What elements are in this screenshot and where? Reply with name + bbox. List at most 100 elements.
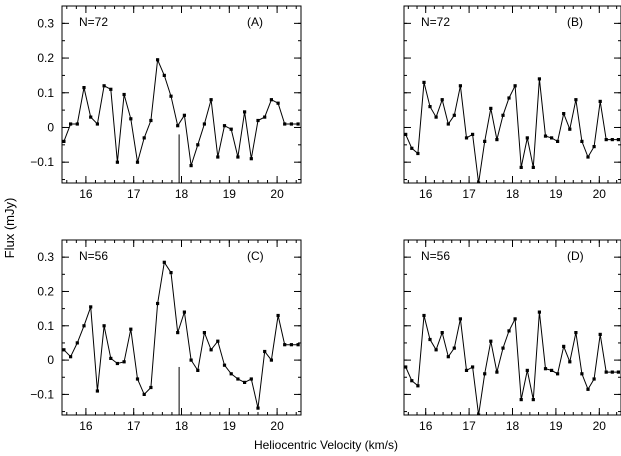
- x-tick-label: 19: [223, 187, 237, 201]
- data-point: [196, 368, 200, 372]
- data-point: [182, 310, 186, 314]
- data-point: [62, 348, 66, 352]
- data-point: [513, 84, 517, 88]
- data-point: [507, 329, 511, 333]
- x-tick-label: 17: [462, 419, 476, 433]
- data-point: [296, 122, 300, 126]
- data-point: [556, 139, 560, 143]
- panel-b-n-label: N=72: [421, 15, 450, 29]
- data-point: [142, 136, 146, 140]
- data-point: [489, 339, 493, 343]
- panel-a-series: [62, 57, 300, 183]
- data-point: [82, 324, 86, 328]
- data-point: [507, 96, 511, 100]
- y-tick-label: 0.2: [37, 51, 54, 65]
- data-point: [162, 73, 166, 77]
- x-tick-label: 16: [419, 187, 433, 201]
- data-point: [209, 348, 213, 352]
- data-point: [202, 122, 206, 126]
- data-point: [189, 358, 193, 362]
- panel-a: 16 17 18 19 20 0.3 0.2 0.1 0 −0.1 N=72 (A): [30, 5, 302, 201]
- data-point: [169, 94, 173, 98]
- data-point: [525, 136, 529, 140]
- data-point: [513, 317, 517, 321]
- data-point: [115, 160, 119, 164]
- data-point: [598, 332, 602, 336]
- data-point: [115, 361, 119, 366]
- data-point: [458, 317, 462, 321]
- data-point: [543, 134, 548, 138]
- data-point: [222, 363, 227, 367]
- data-point: [256, 118, 260, 123]
- data-point: [616, 370, 620, 374]
- data-point: [95, 389, 99, 393]
- y-tick-label: 0.1: [37, 86, 54, 100]
- data-point: [464, 136, 469, 140]
- data-point: [562, 112, 566, 116]
- panel-b-series: [404, 77, 620, 183]
- data-point: [135, 377, 140, 381]
- x-tick-label: 17: [127, 419, 141, 433]
- data-point: [440, 98, 444, 102]
- data-point: [189, 164, 193, 168]
- x-tick-label: 16: [419, 419, 433, 433]
- panel-d-series: [404, 310, 620, 415]
- x-tick-label: 19: [549, 419, 563, 433]
- data-point: [586, 155, 590, 159]
- data-point: [149, 385, 153, 390]
- data-point: [216, 339, 220, 343]
- data-point: [89, 115, 93, 119]
- data-point: [471, 132, 475, 136]
- data-point: [156, 301, 160, 306]
- data-point: [89, 305, 93, 309]
- data-point: [176, 331, 180, 335]
- panel-b-spectrum-line: [405, 78, 619, 183]
- y-tick-label: 0.1: [37, 319, 54, 333]
- panel-c: 16 17 18 19 20 0.3 0.2 0.1 0 −0.1 N=56 (C): [30, 239, 302, 433]
- x-tick-label: 17: [127, 187, 141, 201]
- data-point: [489, 106, 493, 110]
- data-point: [75, 341, 79, 345]
- data-point: [256, 406, 260, 410]
- data-point: [586, 387, 590, 391]
- x-tick-label: 18: [175, 419, 189, 433]
- data-point: [222, 124, 227, 128]
- data-point: [452, 113, 456, 117]
- data-point: [129, 327, 133, 331]
- y-tick-label: −0.1: [30, 155, 54, 169]
- panel-d-spectrum-line: [405, 312, 619, 415]
- data-point: [556, 372, 560, 376]
- data-point: [249, 157, 253, 161]
- data-point: [568, 127, 572, 131]
- data-point: [495, 138, 499, 142]
- data-point: [196, 143, 200, 147]
- data-point: [404, 132, 408, 136]
- data-point: [434, 115, 438, 119]
- data-point: [519, 398, 523, 402]
- data-point: [501, 346, 505, 350]
- data-point: [410, 146, 414, 150]
- data-point: [404, 365, 408, 369]
- data-point: [296, 343, 300, 347]
- data-point: [176, 124, 180, 128]
- y-tick-label: 0.3: [37, 250, 54, 264]
- data-point: [69, 355, 73, 359]
- data-point: [229, 127, 233, 131]
- panel-d-n-label: N=56: [421, 249, 450, 263]
- data-point: [452, 346, 456, 350]
- data-point: [129, 117, 133, 121]
- data-point: [531, 165, 535, 169]
- data-point: [243, 380, 247, 384]
- data-point: [592, 145, 596, 149]
- panel-c-spectrum-line: [63, 260, 299, 409]
- data-point: [543, 367, 548, 371]
- panels-group: 16 17 18 19 20 0.3 0.2 0.1 0 −0.1 N=72 (A) 16 17 18 19 2…: [30, 5, 621, 433]
- data-point: [580, 372, 584, 376]
- data-point: [289, 343, 293, 347]
- y-axis-label: Flux (mJy): [2, 198, 17, 259]
- data-point: [216, 155, 220, 159]
- data-point: [135, 160, 140, 164]
- data-point: [550, 136, 554, 140]
- data-point: [446, 122, 450, 126]
